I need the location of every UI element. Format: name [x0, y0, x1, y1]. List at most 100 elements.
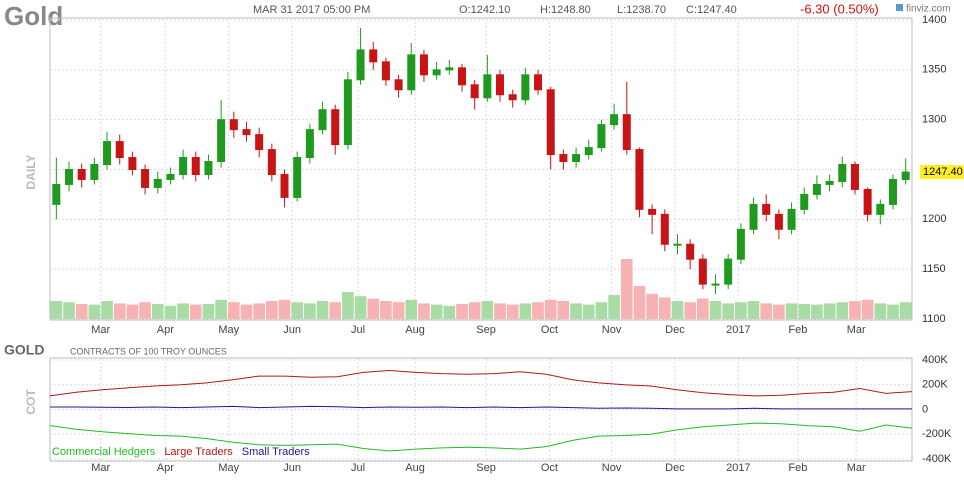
x-tick-label: Aug — [405, 462, 425, 474]
candle-body — [863, 188, 872, 215]
candle-body — [419, 54, 428, 76]
volume-bar — [380, 301, 392, 319]
volume-bar — [75, 304, 88, 319]
candle-body — [876, 203, 885, 215]
candle-body — [217, 119, 226, 163]
volume-bar — [849, 301, 861, 319]
cot-line — [49, 422, 913, 452]
candle-body — [635, 149, 644, 210]
volume-bar — [773, 304, 785, 319]
candle-body — [407, 54, 416, 91]
candle-body — [457, 67, 466, 86]
volume-bar — [113, 303, 126, 319]
y-tick-label: 1400 — [922, 14, 946, 26]
volume-bar — [418, 303, 430, 319]
volume-bar — [544, 299, 557, 319]
volume-bar — [202, 304, 215, 319]
candle-body — [812, 183, 821, 195]
y-tick-label: 0 — [922, 403, 928, 415]
volume-bar — [582, 304, 595, 319]
candle-body — [191, 157, 200, 175]
x-tick-label: Dec — [665, 462, 685, 474]
x-tick-label: Apr — [157, 324, 174, 336]
y-tick-label: 1150 — [922, 263, 946, 275]
x-tick-label: Oct — [541, 324, 558, 336]
candle-body — [559, 154, 568, 163]
volume-bar — [304, 303, 316, 319]
volume-bar — [570, 303, 582, 319]
volume-bar — [633, 286, 646, 319]
x-tick-label: Dec — [665, 324, 685, 336]
candle-body — [686, 243, 695, 260]
candle-body — [610, 114, 619, 126]
volume-bar — [722, 303, 735, 319]
brand-logo[interactable]: finviz.com — [896, 4, 950, 15]
volume-bar — [811, 304, 823, 319]
volume-bar — [430, 304, 443, 319]
candle-body — [445, 67, 454, 71]
candle-body — [179, 157, 188, 175]
volume-bar — [620, 259, 633, 319]
volume-bar — [481, 301, 494, 319]
candle-body — [496, 74, 505, 96]
volume-bar — [506, 304, 519, 319]
candle-body — [65, 169, 74, 185]
y-tick-label: 400K — [922, 354, 948, 366]
candle-body — [356, 49, 365, 81]
y-tick-label: 1200 — [922, 213, 946, 225]
legend-label: Commercial Hedgers — [52, 446, 156, 458]
volume-bar — [456, 304, 468, 319]
candle-body — [128, 157, 137, 170]
candle-body — [280, 173, 289, 198]
volume-bar — [899, 302, 912, 319]
candle-body — [432, 69, 441, 76]
volume-bar — [646, 293, 658, 319]
change-label: -6.30 (0.50%) — [800, 1, 879, 16]
volume-bar — [709, 301, 722, 319]
candle-body — [724, 258, 733, 285]
volume-bar — [151, 304, 164, 319]
x-tick-label: 2017 — [726, 324, 750, 336]
x-tick-label: Jul — [351, 324, 365, 336]
x-tick-label: May — [218, 462, 239, 474]
candle-body — [343, 79, 352, 146]
x-tick-label: Apr — [157, 462, 174, 474]
chart-title: Gold — [4, 1, 63, 31]
cot-panel-label: COT — [24, 389, 38, 415]
volume-bar — [392, 302, 405, 319]
volume-bar — [494, 303, 506, 319]
volume-bar — [836, 302, 849, 319]
volume-bar — [240, 304, 253, 319]
y-tick-label: 1100 — [922, 313, 946, 325]
volume-bar — [177, 303, 189, 319]
brand-icon — [896, 4, 903, 11]
candle-body — [673, 243, 682, 246]
cot-subtitle: CONTRACTS OF 100 TROY OUNCES — [70, 346, 227, 356]
timestamp: MAR 31 2017 05:00 PM — [253, 4, 370, 16]
volume-bar — [253, 303, 265, 319]
volume-bar — [747, 301, 760, 319]
candle-body — [318, 109, 327, 131]
x-tick-label: Mar — [847, 324, 866, 336]
x-tick-label: Mar — [91, 324, 110, 336]
brand-text[interactable]: finviz.com — [906, 4, 950, 15]
candle-body — [166, 173, 175, 180]
candle-body — [572, 154, 581, 163]
volume-bar — [215, 299, 227, 319]
y-tick-label: 1350 — [922, 64, 946, 76]
candle-body — [711, 283, 720, 286]
volume-bar — [405, 299, 418, 319]
candle-body — [774, 213, 783, 230]
x-tick-label: 2017 — [726, 462, 750, 474]
volume-bar — [684, 302, 696, 319]
y-tick-label: 1300 — [922, 114, 946, 126]
candle-body — [521, 74, 530, 101]
volume-bar — [557, 301, 570, 319]
candle-body — [736, 228, 745, 260]
volume-bar — [887, 304, 899, 319]
candle-body — [267, 149, 276, 175]
volume-bar — [658, 297, 671, 319]
volume-bar — [101, 301, 113, 319]
candle-body — [381, 61, 390, 81]
